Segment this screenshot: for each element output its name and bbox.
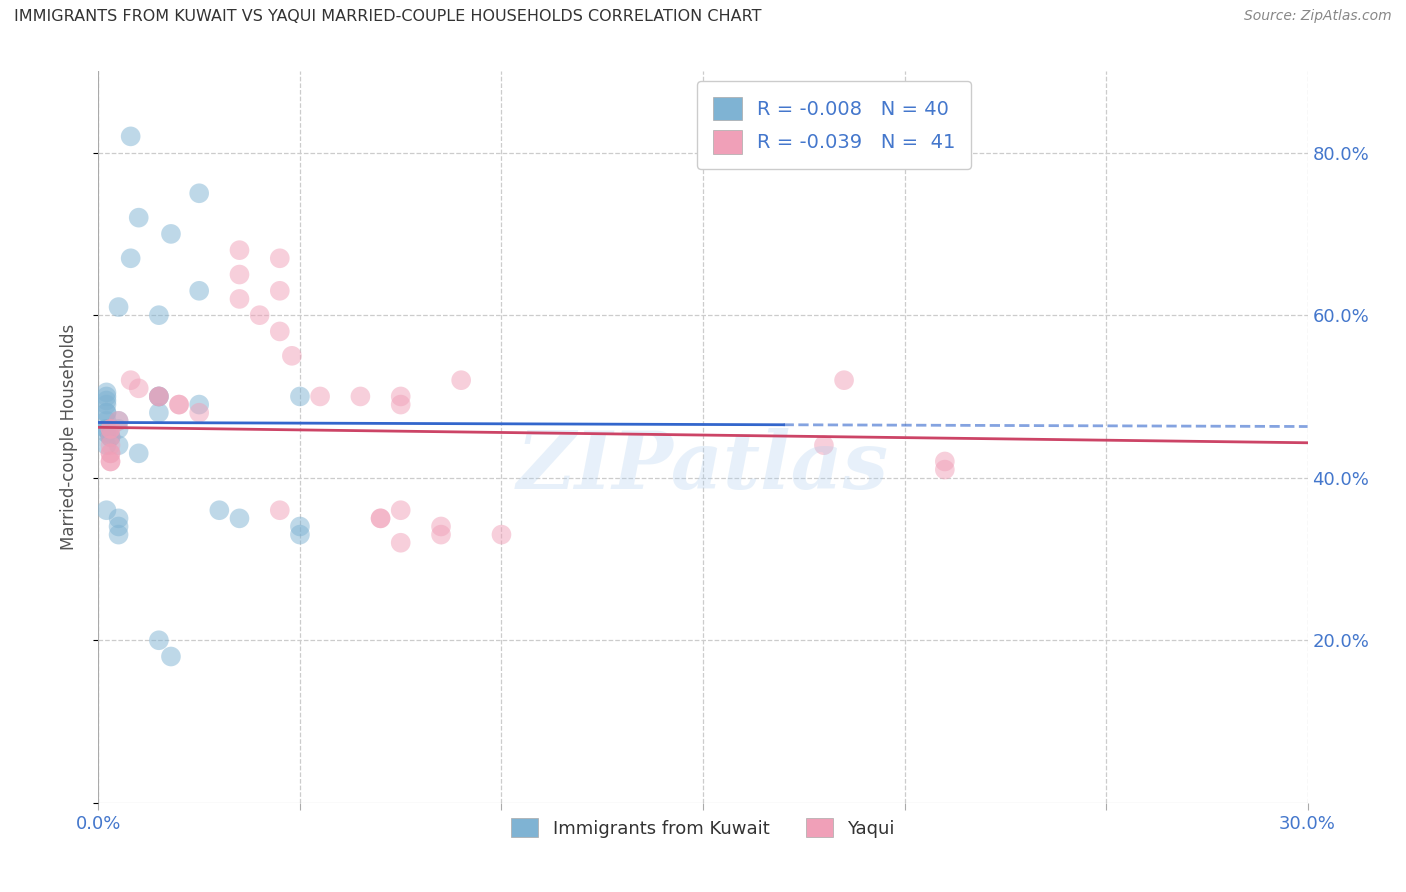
Point [100, 438, 122, 452]
Point [430, 519, 453, 533]
Point [128, 211, 150, 225]
Point [100, 430, 122, 444]
Point [281, 349, 304, 363]
Point [450, 373, 472, 387]
Point [107, 300, 129, 314]
Point [832, 373, 855, 387]
Point [100, 422, 122, 436]
Point [148, 308, 170, 322]
Point [96, 385, 118, 400]
Point [269, 325, 291, 339]
Point [269, 252, 291, 266]
Point [167, 398, 190, 412]
Point [813, 438, 835, 452]
Point [934, 462, 956, 476]
Point [120, 252, 142, 266]
Point [934, 454, 956, 468]
Point [148, 389, 170, 403]
Point [100, 446, 122, 460]
Point [288, 527, 311, 541]
Point [96, 503, 118, 517]
Point [228, 511, 250, 525]
Point [389, 503, 412, 517]
Point [120, 129, 142, 144]
Point [100, 454, 122, 468]
Point [249, 308, 271, 322]
Point [370, 511, 392, 525]
Point [107, 438, 129, 452]
Point [148, 406, 170, 420]
Point [148, 389, 170, 403]
Point [100, 430, 122, 444]
Point [107, 414, 129, 428]
Point [96, 389, 118, 403]
Point [167, 398, 190, 412]
Point [148, 389, 170, 403]
Point [96, 425, 118, 440]
Point [430, 527, 453, 541]
Point [228, 268, 250, 282]
Point [188, 284, 211, 298]
Point [228, 243, 250, 257]
Point [96, 406, 118, 420]
Point [128, 446, 150, 460]
Point [309, 389, 332, 403]
Point [188, 398, 211, 412]
Point [107, 414, 129, 428]
Point [107, 511, 129, 525]
Point [100, 422, 122, 436]
Point [349, 389, 371, 403]
Point [228, 292, 250, 306]
Point [148, 389, 170, 403]
Point [128, 381, 150, 395]
Point [208, 503, 231, 517]
Point [96, 414, 118, 428]
Point [107, 519, 129, 533]
Point [370, 511, 392, 525]
Y-axis label: Married-couple Households: Married-couple Households [59, 324, 77, 550]
Point [100, 454, 122, 468]
Point [188, 406, 211, 420]
Point [96, 398, 118, 412]
Point [96, 422, 118, 436]
Legend: Immigrants from Kuwait, Yaqui: Immigrants from Kuwait, Yaqui [505, 811, 901, 845]
Point [148, 633, 170, 648]
Point [107, 422, 129, 436]
Point [491, 527, 513, 541]
Point [389, 389, 412, 403]
Point [389, 535, 412, 549]
Point [100, 446, 122, 460]
Point [269, 284, 291, 298]
Point [160, 649, 183, 664]
Text: IMMIGRANTS FROM KUWAIT VS YAQUI MARRIED-COUPLE HOUSEHOLDS CORRELATION CHART: IMMIGRANTS FROM KUWAIT VS YAQUI MARRIED-… [14, 9, 762, 24]
Point [188, 186, 211, 201]
Point [96, 393, 118, 408]
Point [96, 406, 118, 420]
Point [288, 519, 311, 533]
Point [269, 503, 291, 517]
Point [100, 430, 122, 444]
Point [160, 227, 183, 241]
Point [120, 373, 142, 387]
Point [96, 422, 118, 436]
Point [288, 389, 311, 403]
Text: Source: ZipAtlas.com: Source: ZipAtlas.com [1244, 9, 1392, 23]
Point [96, 438, 118, 452]
Point [389, 398, 412, 412]
Point [107, 527, 129, 541]
Text: ZIPatlas: ZIPatlas [517, 427, 889, 505]
